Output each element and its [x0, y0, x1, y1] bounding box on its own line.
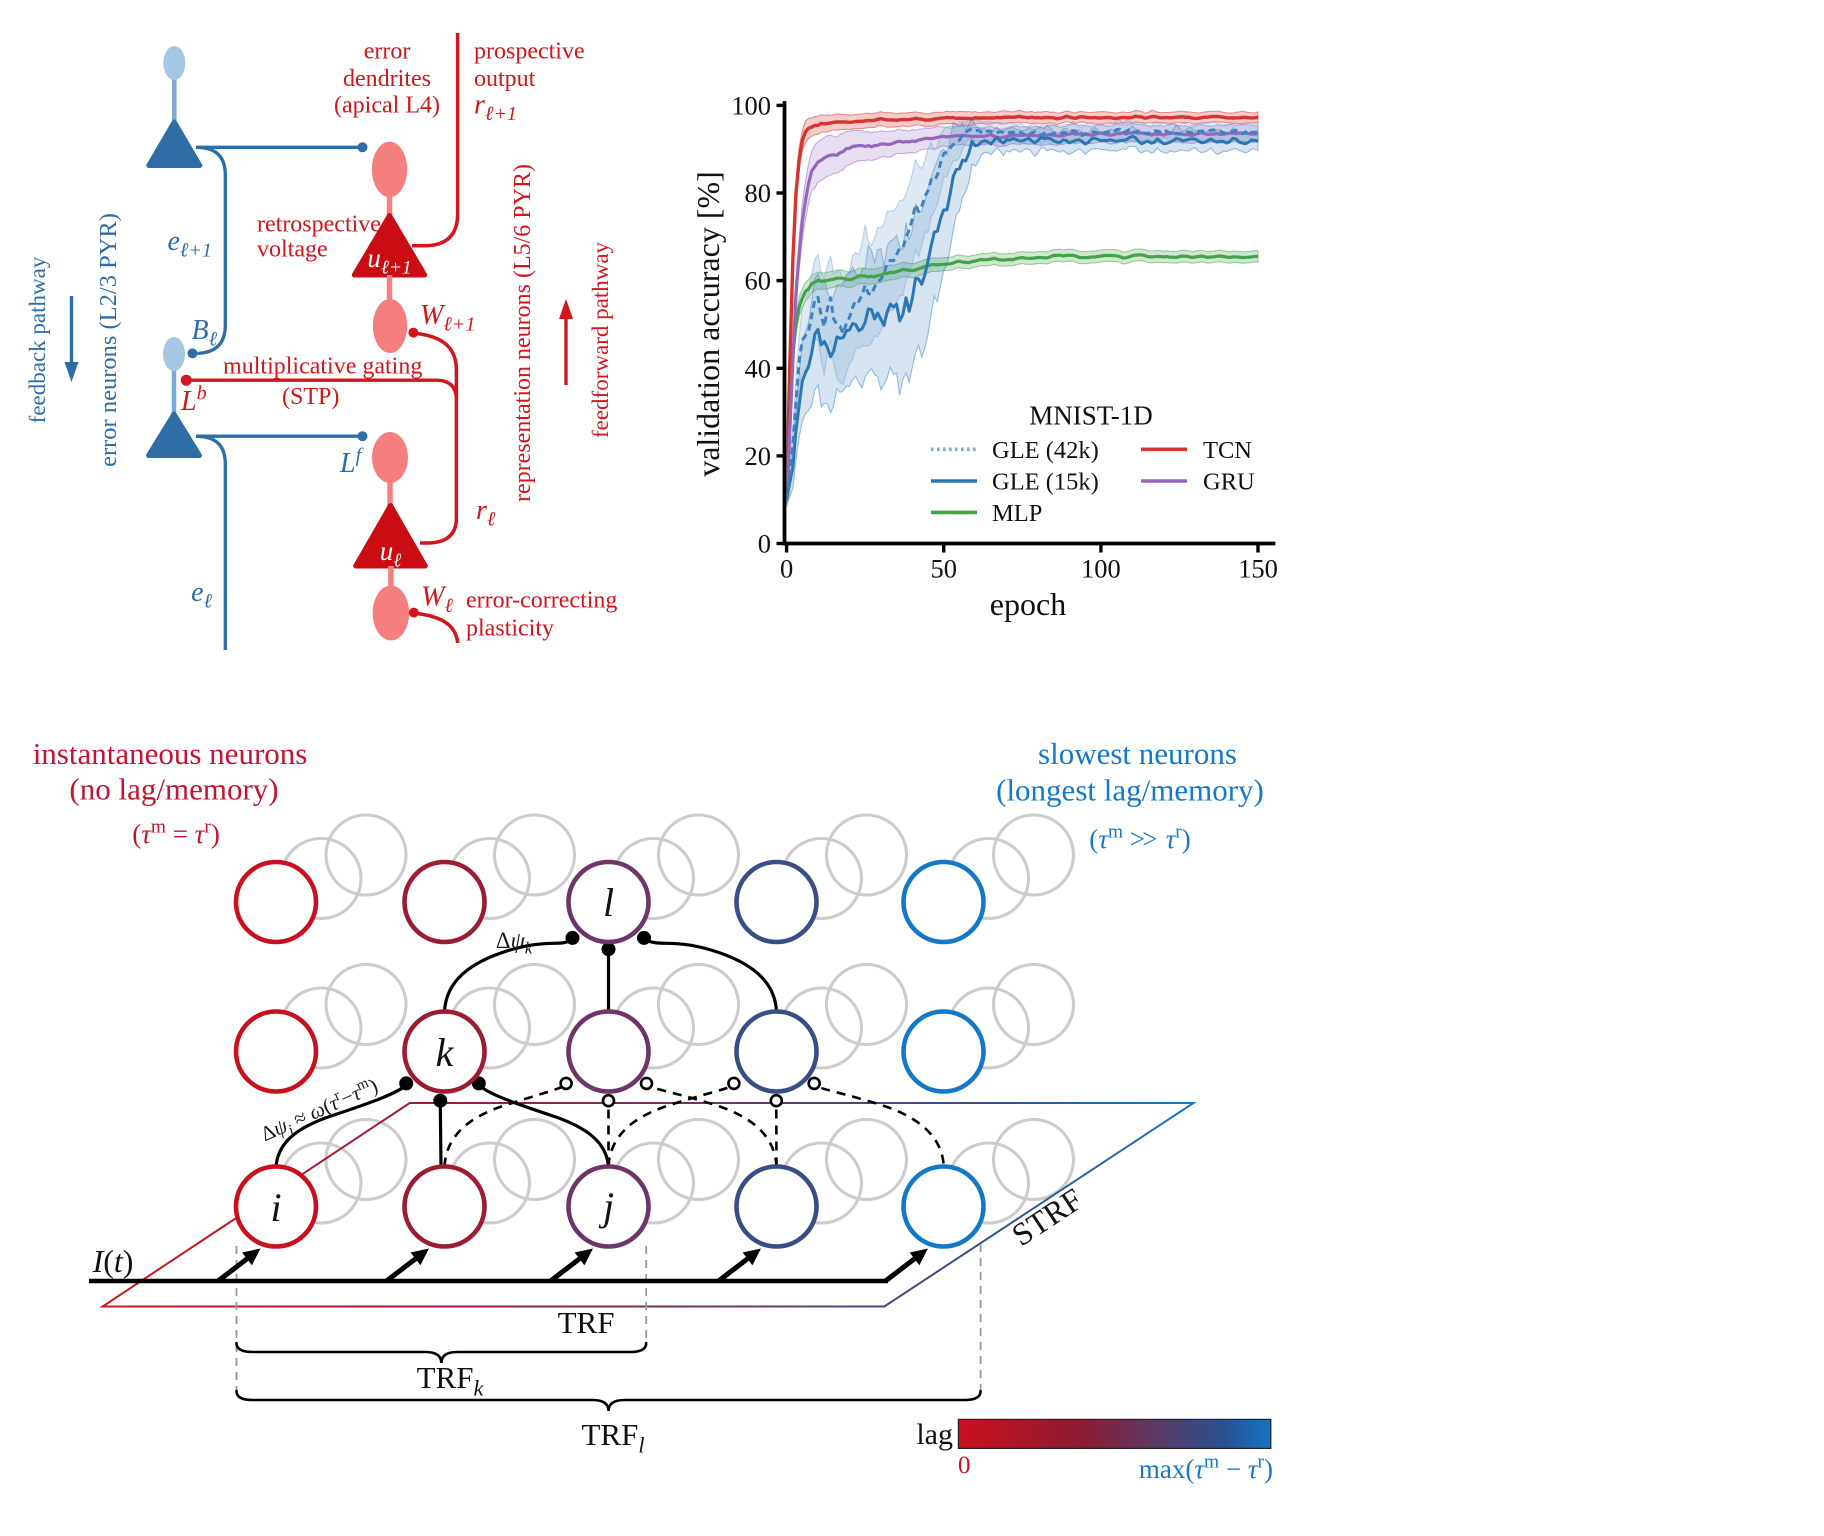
svg-text:j: j [598, 1184, 614, 1229]
svg-text:Wℓ+1​: Wℓ+1​ [420, 300, 475, 336]
svg-text:i: i [270, 1185, 281, 1230]
svg-text:Lf​: Lf​ [339, 444, 364, 479]
svg-text:Wℓ​: Wℓ​ [421, 582, 453, 618]
svg-text:GRU: GRU [1203, 469, 1255, 496]
svg-text:slowest neurons: slowest neurons [1038, 736, 1237, 771]
svg-text:0: 0 [758, 529, 771, 559]
svg-text:(apical L4): (apical L4) [334, 93, 440, 119]
svg-text:GLE (15k): GLE (15k) [992, 469, 1099, 496]
svg-text:40: 40 [745, 353, 772, 383]
svg-text:100: 100 [731, 90, 771, 120]
svg-text:(longest lag/memory): (longest lag/memory) [996, 773, 1264, 808]
svg-text:TRF: TRF [558, 1305, 615, 1340]
svg-text:epoch: epoch [990, 586, 1066, 622]
svg-text:100: 100 [1081, 554, 1121, 584]
svg-text:Bℓ​: Bℓ​ [191, 315, 217, 351]
svg-text:k: k [436, 1030, 455, 1075]
svg-text:uℓ+1​: uℓ+1​ [367, 243, 411, 279]
svg-text:eℓ+1​: eℓ+1​ [167, 226, 212, 262]
svg-text:plasticity: plasticity [466, 616, 554, 642]
svg-text:error neurons (L2/3 PYR): error neurons (L2/3 PYR) [95, 213, 122, 467]
svg-text:feedforward pathway: feedforward pathway [588, 241, 613, 438]
svg-text:voltage: voltage [257, 237, 328, 263]
svg-text:0: 0 [958, 1452, 971, 1479]
svg-text:I(t): I(t) [92, 1243, 134, 1279]
svg-text:50: 50 [930, 554, 957, 584]
svg-text:TRFk​: TRFk​ [417, 1360, 485, 1400]
svg-text:error: error [364, 39, 411, 65]
svg-text:(τm​ >> τr​): (τm​ >> τr​) [1089, 822, 1190, 854]
svg-text:validation accuracy [%]: validation accuracy [%] [690, 171, 726, 477]
svg-text:multiplicative gating: multiplicative gating [223, 354, 422, 380]
svg-text:lag: lag [916, 1418, 953, 1451]
svg-text:retrospective: retrospective [257, 212, 381, 238]
svg-text:(STP): (STP) [282, 384, 339, 410]
svg-text:eℓ​: eℓ​ [191, 577, 212, 613]
svg-text:60: 60 [745, 266, 772, 296]
svg-text:rℓ+1​: rℓ+1​ [474, 90, 517, 126]
svg-text:feedback pathway: feedback pathway [25, 256, 50, 423]
svg-text:Lb​: Lb​ [180, 382, 207, 417]
svg-text:0: 0 [780, 554, 793, 584]
svg-text:output: output [474, 66, 536, 92]
svg-text:uℓ​: uℓ​ [380, 536, 402, 572]
svg-text:MLP: MLP [992, 500, 1042, 527]
svg-text:dendrites: dendrites [343, 66, 431, 92]
svg-text:l: l [603, 880, 614, 925]
svg-text:representation neurons (L5/6 P: representation neurons (L5/6 PYR) [510, 164, 536, 502]
svg-text:TCN: TCN [1203, 437, 1252, 464]
svg-text:(no lag/memory): (no lag/memory) [69, 772, 278, 807]
svg-text:max(τm​ − τr​): max(τm​ − τr​) [1139, 1452, 1273, 1484]
svg-text:TRFl​: TRFl​ [581, 1417, 644, 1457]
svg-text:prospective: prospective [474, 39, 585, 65]
svg-text:80: 80 [745, 178, 772, 208]
svg-text:instantaneous neurons: instantaneous neurons [33, 736, 308, 771]
svg-text:rℓ​: rℓ​ [476, 495, 496, 531]
svg-text:20: 20 [745, 441, 772, 471]
svg-text:GLE (42k): GLE (42k) [992, 437, 1099, 464]
svg-text:MNIST-1D: MNIST-1D [1029, 401, 1153, 431]
svg-text:150: 150 [1238, 554, 1278, 584]
svg-text:error-correcting: error-correcting [466, 588, 617, 614]
